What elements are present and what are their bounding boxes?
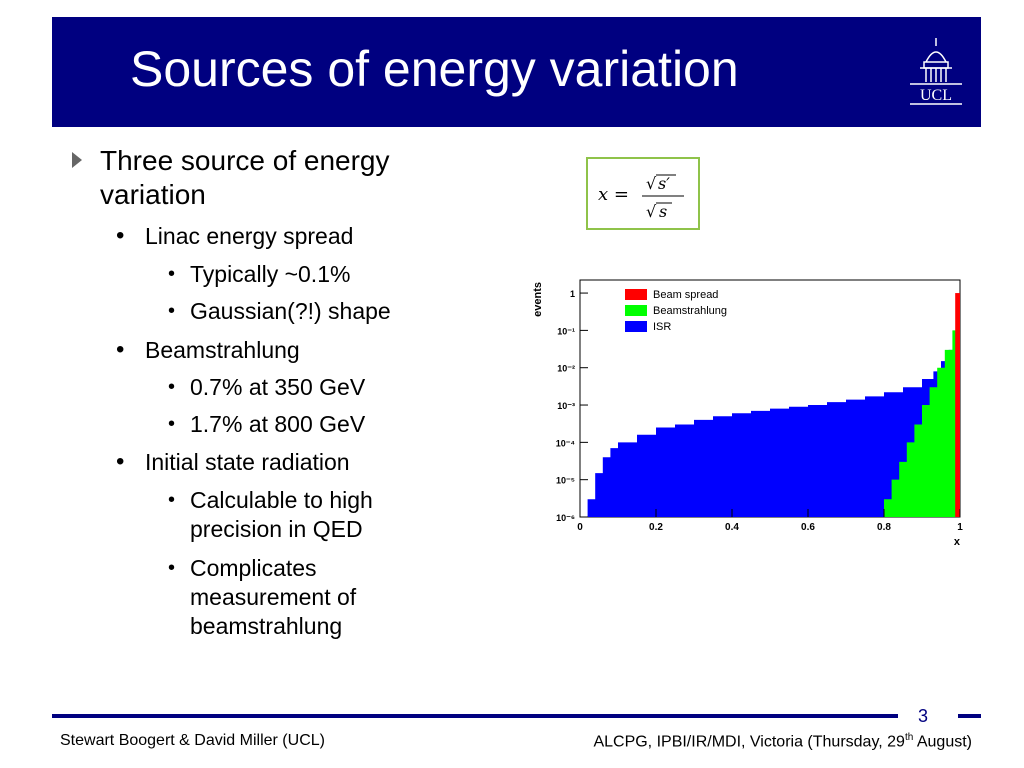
bullet-dot-icon: •	[116, 222, 125, 249]
page-number: 3	[918, 706, 929, 726]
legend-swatch	[625, 305, 647, 316]
y-tick-label: 10⁻³	[557, 401, 575, 411]
y-tick-label: 10⁻⁵	[556, 476, 575, 486]
footer-event-main: ALCPG, IPBI/IR/MDI, Victoria (Thursday, …	[593, 733, 905, 751]
bullet-text: Beamstrahlung	[145, 337, 300, 363]
formula-denominator: s	[659, 202, 667, 221]
x-axis-label: x	[954, 536, 961, 548]
sqrt-icon: √	[646, 202, 657, 221]
x-tick-label: 0	[577, 522, 583, 533]
sqrt-icon: √	[646, 174, 657, 193]
bullet-dot-icon: •	[168, 263, 176, 285]
bullet-text: Initial state radiation	[145, 449, 350, 475]
bullet-dot-icon: •	[168, 300, 176, 322]
title-bar: Sources of energy variation UCL	[52, 17, 981, 127]
chart-svg: 0 0.2 0.4 0.6 0.8 1 10⁻⁶ 10⁻⁵ 10⁻⁴ 10⁻³ 10⁻² 10⁻¹ 1 x…	[532, 279, 963, 548]
legend-label: Beamstrahlung	[653, 305, 727, 317]
formula-svg: x = √ s′ √ s	[598, 174, 684, 221]
legend-swatch	[625, 289, 647, 300]
x-tick-label: 0.4	[725, 522, 739, 533]
y-tick-label: 10⁻²	[557, 364, 575, 374]
bullet-text: 1.7% at 800 GeV	[190, 411, 366, 437]
formula-box: x = √ s′ √ s	[586, 157, 700, 230]
bullet-dot-icon: •	[168, 557, 176, 579]
y-tick-label: 10⁻⁴	[556, 438, 575, 448]
bullet-dot-icon: •	[168, 413, 176, 435]
x-tick-label: 0.8	[877, 522, 891, 533]
footer-event: ALCPG, IPBI/IR/MDI, Victoria (Thursday, …	[593, 732, 972, 751]
legend-label: ISR	[653, 321, 671, 333]
x-tick-label: 1	[957, 522, 963, 533]
bullet-text: Gaussian(?!) shape	[190, 298, 391, 324]
legend-label: Beam spread	[653, 289, 718, 301]
histogram-chart: 0 0.2 0.4 0.6 0.8 1 10⁻⁶ 10⁻⁵ 10⁻⁴ 10⁻³ 10⁻² 10⁻¹ 1 x…	[525, 270, 965, 550]
triangle-bullet-icon	[72, 152, 82, 168]
formula-numerator: s′	[658, 174, 670, 193]
legend-swatch	[625, 321, 647, 332]
bullet-text: 0.7% at 350 GeV	[190, 374, 366, 400]
bullet-dot-icon: •	[116, 448, 125, 475]
bullet-text: Linac energy spread	[145, 223, 354, 249]
logo-text: UCL	[920, 87, 952, 104]
footer-divider	[52, 714, 898, 718]
bullet-text: Calculable to high precision in QED	[190, 487, 373, 542]
footer-event-sup: th	[904, 732, 914, 743]
y-axis-label: events	[532, 282, 544, 317]
footer-event-end: August)	[913, 733, 972, 751]
y-tick-label: 1	[570, 289, 575, 299]
bullet-dot-icon: •	[168, 489, 176, 511]
x-tick-label: 0.2	[649, 522, 663, 533]
bullet-dot-icon: •	[168, 376, 176, 398]
ucl-dome-logo: UCL	[904, 32, 968, 112]
formula-lhs: x =	[598, 184, 629, 205]
bullet-text: Typically ~0.1%	[190, 261, 351, 287]
y-tick-label: 10⁻¹	[557, 326, 575, 336]
bullet-dot-icon: •	[116, 336, 125, 363]
x-tick-label: 0.6	[801, 522, 815, 533]
bullet-text: Complicates measurement of beamstrahlung	[190, 555, 357, 639]
series-area-beamstrahlung	[876, 312, 960, 517]
slide-title: Sources of energy variation	[130, 41, 739, 97]
footer-divider-right	[958, 714, 981, 718]
bullet-text: Three source of energy variation	[100, 145, 390, 210]
series-area-isr	[583, 330, 960, 517]
footer-authors: Stewart Boogert & David Miller (UCL)	[60, 732, 325, 749]
series-bar-beam-spread	[955, 293, 960, 517]
y-tick-label: 10⁻⁶	[556, 513, 575, 523]
